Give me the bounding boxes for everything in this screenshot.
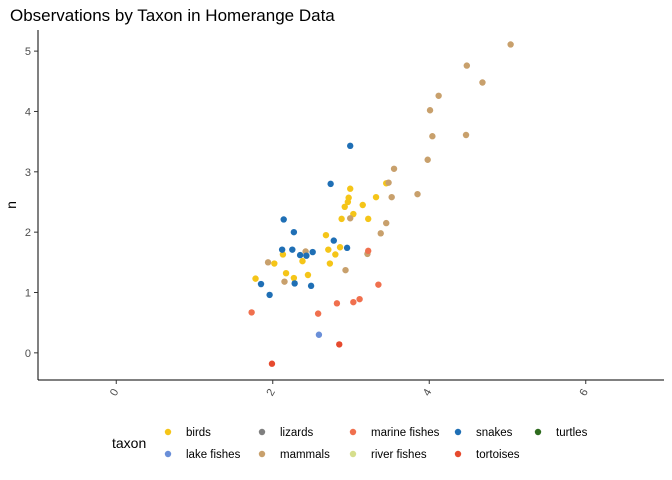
data-point (280, 216, 287, 223)
data-point (507, 41, 514, 48)
data-point (426, 107, 434, 114)
data-point (347, 142, 354, 150)
data-point (338, 215, 345, 223)
legend-title: taxon (112, 435, 146, 451)
data-point (309, 248, 316, 256)
data-point (330, 237, 337, 244)
legend-label: mammals (280, 449, 330, 461)
data-point (281, 278, 288, 285)
data-point (322, 231, 330, 239)
data-point (264, 259, 272, 266)
data-point (307, 282, 315, 290)
data-point (289, 246, 296, 253)
y-axis-title-group: n (3, 201, 19, 209)
data-point (350, 298, 357, 306)
data-point (333, 300, 341, 307)
data-point (268, 360, 276, 367)
data-point (327, 180, 334, 188)
legend-key (349, 428, 357, 436)
data-point (332, 251, 339, 258)
legend-label: lizards (280, 427, 313, 439)
legend-key (454, 428, 462, 436)
data-point (257, 280, 265, 288)
legend-key (258, 428, 266, 436)
legend-label: lake fishes (186, 449, 241, 461)
data-point (279, 251, 287, 258)
data-point (435, 92, 442, 99)
data-point (278, 246, 286, 253)
y-tick-label: 4 (25, 106, 31, 118)
x-tick-label: 6 (577, 387, 590, 398)
legend-label: birds (186, 427, 211, 439)
data-point (303, 252, 310, 259)
data-point (462, 131, 470, 139)
legend-key (164, 450, 172, 458)
data-point (326, 260, 334, 267)
data-point (290, 274, 298, 282)
data-point (304, 271, 312, 279)
data-point (375, 281, 382, 288)
legend-label: tortoises (476, 449, 520, 461)
data-point (388, 193, 395, 201)
x-tick-label: 4 (421, 387, 434, 398)
data-point (479, 79, 486, 86)
data-point (341, 203, 348, 211)
data-point (365, 247, 372, 255)
data-points (248, 41, 514, 367)
data-point (424, 156, 431, 163)
data-point (315, 331, 323, 338)
data-point (336, 244, 344, 251)
data-point (347, 215, 354, 222)
data-point (390, 165, 398, 172)
data-point (463, 62, 471, 69)
data-point (377, 230, 384, 237)
y-axis-label: n (3, 201, 19, 209)
x-tick-label: 0 (108, 387, 121, 398)
data-point (336, 341, 343, 348)
data-point (252, 275, 259, 282)
data-point (271, 260, 278, 267)
data-point (347, 185, 354, 192)
legend-label: turtles (556, 427, 588, 439)
legend-label: marine fishes (371, 427, 440, 439)
data-point (299, 257, 306, 265)
data-point (365, 215, 372, 223)
data-point (266, 291, 273, 299)
data-point (314, 310, 322, 317)
data-point (282, 269, 290, 277)
data-point (414, 190, 421, 198)
y-axis-ticks: 0 1 2 3 4 5 (25, 46, 38, 360)
data-point (385, 179, 392, 186)
data-point (296, 251, 304, 259)
y-tick-label: 1 (25, 288, 31, 300)
data-point (383, 219, 390, 227)
data-point (372, 193, 380, 201)
data-point (248, 309, 255, 316)
legend-label: river fishes (371, 449, 427, 461)
y-tick-label: 5 (25, 46, 31, 58)
data-point (429, 133, 436, 140)
legend-key (349, 450, 357, 458)
data-point (359, 201, 366, 209)
legend-key (534, 428, 542, 436)
data-point (356, 295, 363, 303)
data-point (291, 280, 298, 287)
chart-title: Observations by Taxon in Homerange Data (10, 6, 335, 25)
legend: taxon birds lake fishes lizards mammals mari… (112, 427, 588, 461)
data-point (342, 266, 349, 274)
legend-key (258, 450, 266, 458)
data-point (345, 194, 352, 201)
y-tick-label: 0 (25, 348, 31, 360)
data-point (325, 246, 332, 253)
legend-key (454, 450, 462, 458)
legend-label: snakes (476, 427, 513, 439)
x-axis-ticks: 0 2 4 6 (108, 380, 591, 398)
x-tick-label: 2 (264, 387, 277, 398)
data-point (290, 228, 298, 236)
legend-key (164, 428, 172, 436)
data-point (343, 244, 351, 252)
y-tick-label: 3 (25, 167, 31, 179)
y-tick-label: 2 (25, 227, 31, 239)
